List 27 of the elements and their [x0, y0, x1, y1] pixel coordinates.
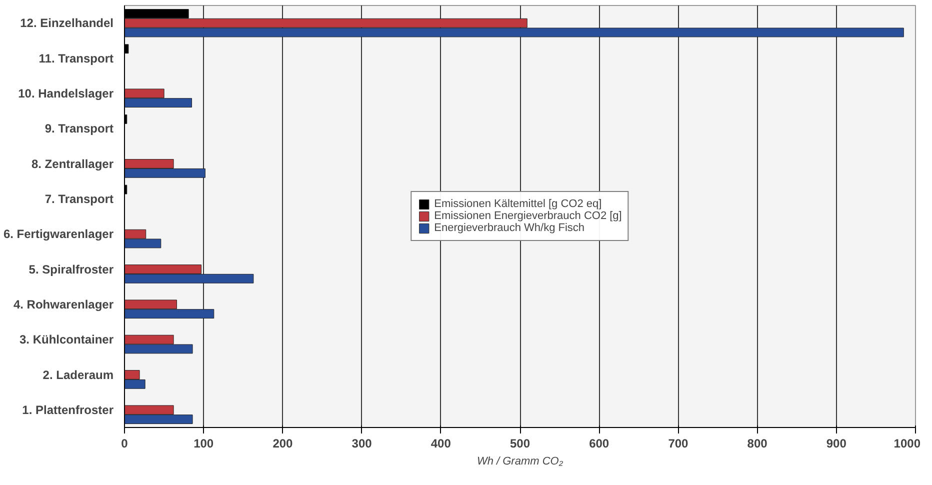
y-tick-label: 9. Transport — [44, 122, 114, 136]
x-tick-label: 200 — [272, 436, 294, 450]
y-tick-label: 7. Transport — [44, 192, 114, 206]
x-tick-label: 400 — [430, 436, 452, 450]
x-tick-label: 1000 — [894, 436, 921, 450]
y-tick-label: 12. Einzelhandel — [20, 16, 114, 30]
legend-label: Emissionen Energieverbrauch CO2 [g] — [434, 210, 622, 222]
x-tick-label: 900 — [826, 436, 847, 450]
x-tick-label: 0 — [121, 436, 128, 450]
y-tick-label: 1. Plattenfroster — [22, 402, 114, 417]
y-tick-label: 3. Kühlcontainer — [19, 332, 114, 347]
y-tick-label: 8. Zentrallager — [31, 156, 114, 171]
x-tick-label: 500 — [510, 436, 530, 450]
x-tick-label: 100 — [194, 436, 214, 450]
legend-label: Emissionen Kältemittel [g CO2 eq] — [434, 198, 602, 210]
legend-label: Energieverbrauch Wh/kg Fisch — [434, 222, 585, 234]
y-tick-label: 11. Transport — [38, 51, 114, 66]
x-tick-label: 700 — [668, 436, 689, 450]
y-tick-label: 5. Spiralfroster — [28, 262, 114, 276]
y-tick-label: 4. Rohwarenlager — [13, 297, 114, 312]
y-tick-label: 6. Fertigwarenlager — [3, 227, 114, 242]
y-tick-label: 2. Laderaum — [42, 368, 114, 382]
x-tick-label: 800 — [747, 436, 768, 450]
y-tick-label: 10. Handelslager — [18, 86, 114, 100]
x-axis-title: Wh / Gramm CO₂ — [476, 456, 564, 468]
x-tick-label: 300 — [352, 436, 372, 450]
x-tick-label: 600 — [589, 436, 610, 450]
